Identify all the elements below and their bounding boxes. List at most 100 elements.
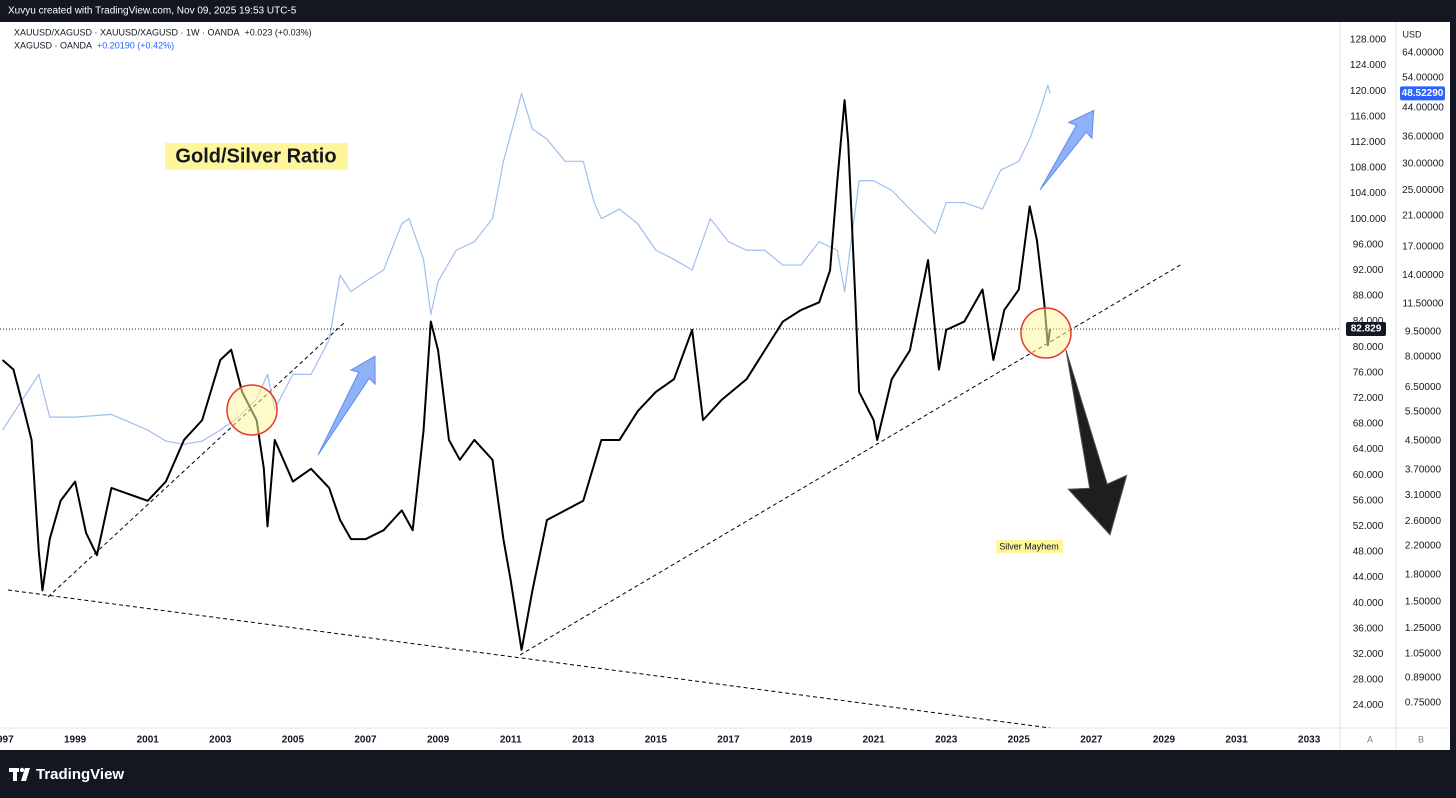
y-tick-label: 36.000 (1353, 623, 1384, 634)
y2-tick-label: 9.50000 (1405, 326, 1442, 337)
y2-tick-label: 54.00000 (1402, 72, 1444, 83)
y2-tick-label: 2.60000 (1405, 516, 1442, 527)
y2-tick-label: 1.50000 (1405, 596, 1442, 607)
legend-change: +0.20190 (+0.42%) (97, 40, 174, 50)
axis-button[interactable]: B (1418, 734, 1424, 744)
legend-name: XAGUSD · OANDA (14, 40, 92, 50)
x-tick-label: 1997 (0, 735, 14, 746)
legend-name: XAUUSD/XAGUSD · XAUUSD/XAGUSD · 1W · OAN… (14, 27, 240, 37)
y2-tick-label: 17.00000 (1402, 241, 1444, 252)
highlight-circle (1020, 307, 1072, 359)
y2-tick-label: 1.80000 (1405, 570, 1442, 581)
y2-tick-label: 0.89000 (1405, 673, 1442, 684)
x-tick-label: 2009 (427, 735, 450, 746)
y2-tick-label: 5.50000 (1405, 406, 1442, 417)
y2-tick-label: 6.50000 (1405, 382, 1442, 393)
y-tick-label: 72.000 (1353, 393, 1384, 404)
header-text: Xuvyu created with TradingView.com, Nov … (8, 6, 297, 17)
y-tick-label: 52.000 (1353, 521, 1384, 532)
y-tick-label: 128.000 (1350, 35, 1387, 46)
y-tick-label: 120.000 (1350, 86, 1387, 97)
y-tick-label: 28.000 (1353, 675, 1384, 686)
y2-tick-label: 2.20000 (1405, 540, 1442, 551)
x-tick-label: 2001 (137, 735, 160, 746)
highlight-circle (226, 384, 278, 436)
x-tick-label: 2029 (1153, 735, 1176, 746)
y-tick-label: 48.000 (1353, 547, 1384, 558)
y2-tick-label: 64.00000 (1402, 48, 1444, 59)
axis-button[interactable]: A (1367, 734, 1373, 744)
y2-tick-label: 8.00000 (1405, 352, 1442, 363)
x-tick-label: 2011 (500, 735, 522, 746)
logo-part (21, 768, 30, 781)
x-tick-label: 2007 (354, 735, 377, 746)
x-tick-label: 2027 (1080, 735, 1103, 746)
y2-tick-label: 36.00000 (1402, 132, 1444, 143)
y-tick-label: 116.000 (1350, 111, 1386, 122)
annotation-box (996, 540, 1063, 553)
y-tick-label: 124.000 (1350, 60, 1387, 71)
y2-tick-label: 30.00000 (1402, 158, 1444, 169)
chart-panel (0, 22, 1450, 750)
axis-unit: USD (1402, 29, 1422, 39)
last-price-box (1400, 86, 1445, 101)
y-tick-label: 68.000 (1353, 419, 1384, 430)
y-tick-label: 76.000 (1353, 367, 1384, 378)
arrow (1065, 349, 1128, 536)
axes: 128.000 124.000 120.000 116.000 112.000 108.0… (1346, 35, 1445, 711)
y-tick-label: 84.000 (1353, 316, 1384, 327)
x-tick-label: 2031 (1225, 735, 1248, 746)
arrow (317, 355, 376, 456)
x-tick-label: 2003 (209, 735, 232, 746)
y-tick-label: 100.000 (1350, 214, 1387, 225)
y-tick-label: 64.000 (1353, 444, 1384, 455)
y-tick-label: 44.000 (1353, 572, 1384, 583)
y-tick-label: 32.000 (1353, 649, 1384, 660)
y-tick-label: 88.000 (1353, 291, 1384, 302)
y2-tick-label: 3.10000 (1405, 490, 1442, 501)
last-price-box (1346, 322, 1386, 337)
y-tick-label: 104.000 (1350, 188, 1387, 199)
y2-tick-label: 1.05000 (1405, 648, 1442, 659)
x-tick-label: 2017 (717, 735, 740, 746)
annotation: Silver Mayhem (999, 541, 1059, 551)
y-tick-label: 112.000 (1350, 137, 1386, 148)
drawings: Gold/Silver Ratio Silver Mayhem (165, 109, 1128, 553)
x-tick-label: 1999 (64, 735, 87, 746)
arrow (1039, 109, 1095, 191)
chart-title: Gold/Silver Ratio (175, 145, 336, 167)
y-tick-label: 56.000 (1353, 495, 1384, 506)
logo-part (13, 768, 17, 781)
last-price-label: 82.829 (1351, 324, 1382, 335)
time-axis: 1997 1999 2001 2003 2005 2007 2009 2011 2013 2015… (0, 735, 1321, 746)
y-tick-label: 96.000 (1353, 239, 1384, 250)
y2-tick-label: 1.25000 (1405, 623, 1442, 634)
y-tick-label: 60.000 (1353, 470, 1384, 481)
y-tick-label: 80.000 (1353, 342, 1384, 353)
y-tick-label: 24.000 (1353, 700, 1384, 711)
series-line (1, 99, 1052, 651)
y-tick-label: 108.000 (1350, 163, 1387, 174)
logo-part (19, 767, 25, 773)
y2-tick-label: 21.00000 (1402, 211, 1444, 222)
x-tick-label: 2019 (790, 735, 813, 746)
y2-tick-label: 14.00000 (1402, 270, 1444, 281)
footer-brand: TradingView (36, 766, 124, 783)
x-tick-label: 2033 (1298, 735, 1321, 746)
x-tick-label: 2005 (282, 735, 305, 746)
y2-tick-label: 25.00000 (1402, 185, 1444, 196)
legend-change: +0.023 (+0.03%) (245, 27, 312, 37)
y2-tick-label: 0.75000 (1405, 698, 1442, 709)
last-price-label: 48.52290 (1402, 88, 1444, 99)
x-tick-label: 2013 (572, 735, 595, 746)
y2-tick-label: 4.50000 (1405, 436, 1442, 447)
y-tick-label: 40.000 (1353, 598, 1384, 609)
x-tick-label: 2023 (935, 735, 958, 746)
y-tick-label: 92.000 (1353, 265, 1384, 276)
trend-line (47, 321, 346, 598)
trend-line (7, 589, 1051, 728)
logo (9, 767, 30, 781)
x-tick-label: 2021 (862, 735, 885, 746)
